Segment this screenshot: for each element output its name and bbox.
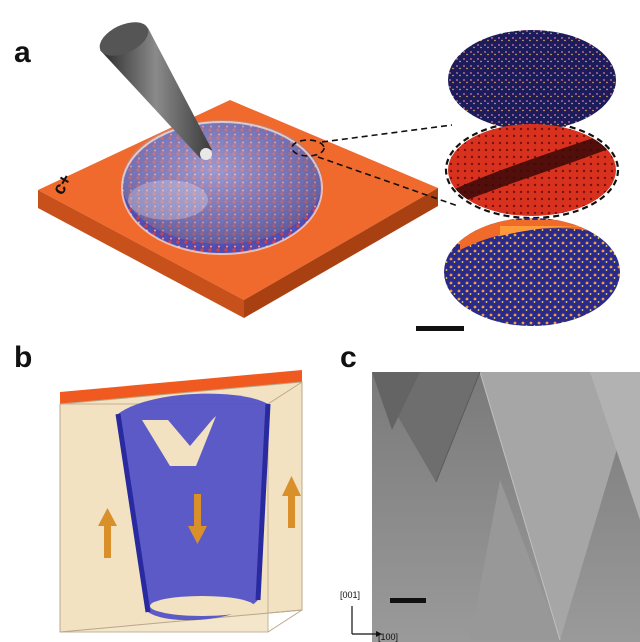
afm-tip-icon — [99, 22, 212, 160]
scale-bar-c — [390, 598, 426, 603]
scale-bar-a — [416, 326, 464, 331]
polarization-arrow-left — [98, 508, 117, 558]
zoom-image-bottom — [444, 218, 620, 326]
crystal-top-face — [60, 370, 302, 404]
crystal-axes — [351, 606, 382, 637]
crystal-schematic — [59, 370, 303, 633]
substrate-right-side — [244, 188, 438, 318]
panel-label-b: b — [14, 341, 33, 374]
polarization-arrow-center — [188, 494, 207, 544]
inverted-domain — [115, 393, 271, 621]
axis-label-001: [001] — [340, 590, 360, 600]
micrograph-image — [372, 372, 640, 642]
axis-label-100: [100] — [378, 632, 398, 642]
zoom-image-middle — [448, 124, 616, 216]
substrate-left-side — [38, 190, 244, 318]
polarization-arrow-right — [282, 476, 301, 528]
water-droplet — [121, 120, 323, 255]
panel-label-a: a — [14, 36, 31, 69]
panel-label-c: c — [340, 341, 357, 374]
zoom-image-top — [448, 30, 616, 130]
